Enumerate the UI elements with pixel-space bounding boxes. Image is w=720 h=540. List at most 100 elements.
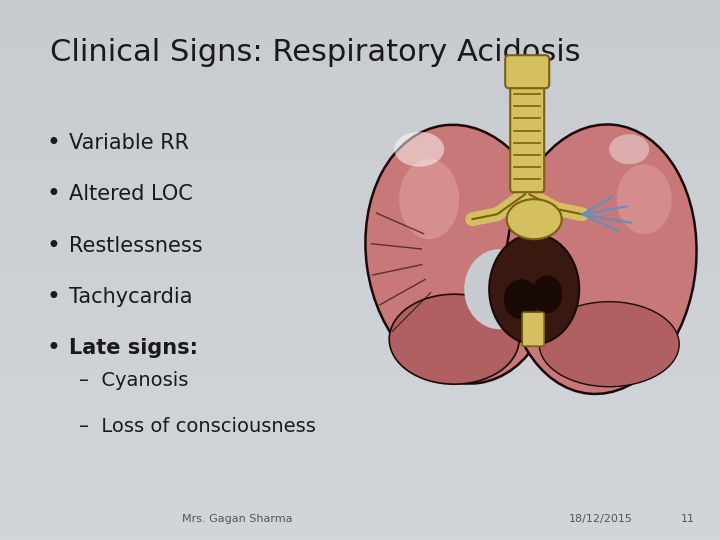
Bar — [0, 69, 720, 70]
Bar — [0, 12, 720, 13]
Bar — [0, 407, 720, 408]
Bar — [0, 17, 720, 18]
Bar — [0, 280, 720, 281]
Bar — [0, 473, 720, 474]
Bar — [0, 72, 720, 73]
Bar — [0, 168, 720, 169]
Bar — [0, 79, 720, 80]
Bar — [0, 147, 720, 148]
Bar — [0, 124, 720, 125]
Bar — [0, 353, 720, 354]
Bar — [0, 398, 720, 399]
Bar — [0, 508, 720, 509]
Bar — [0, 529, 720, 530]
Bar — [0, 48, 720, 49]
Text: Restlessness: Restlessness — [69, 235, 202, 256]
Bar — [0, 497, 720, 498]
Bar — [0, 526, 720, 527]
Bar — [0, 31, 720, 32]
Bar — [0, 167, 720, 168]
Bar — [0, 105, 720, 106]
Bar — [0, 89, 720, 90]
FancyBboxPatch shape — [510, 81, 544, 192]
Bar — [0, 175, 720, 176]
Bar — [0, 470, 720, 471]
Bar — [0, 396, 720, 397]
Bar — [0, 141, 720, 142]
Bar — [0, 121, 720, 122]
Bar — [0, 481, 720, 482]
Bar — [0, 19, 720, 20]
Bar — [0, 284, 720, 285]
Bar — [0, 503, 720, 504]
Bar — [0, 435, 720, 436]
Bar — [0, 219, 720, 220]
Bar — [0, 159, 720, 160]
Bar — [0, 276, 720, 277]
Bar — [0, 468, 720, 469]
Bar — [0, 350, 720, 351]
Bar — [0, 230, 720, 231]
Bar — [0, 172, 720, 173]
Bar — [0, 232, 720, 233]
Bar — [0, 247, 720, 248]
Bar — [0, 201, 720, 202]
Bar — [0, 171, 720, 172]
Bar — [0, 442, 720, 443]
Bar — [0, 429, 720, 430]
Bar — [0, 364, 720, 365]
Bar — [0, 264, 720, 265]
Bar — [0, 493, 720, 494]
Bar — [0, 90, 720, 91]
Bar — [0, 394, 720, 395]
Bar — [0, 456, 720, 457]
Bar — [0, 74, 720, 75]
Bar — [0, 221, 720, 222]
Bar — [0, 243, 720, 244]
Bar — [0, 123, 720, 124]
Bar — [0, 148, 720, 149]
Bar — [0, 248, 720, 249]
Bar — [0, 443, 720, 444]
Bar — [0, 471, 720, 472]
Bar — [0, 26, 720, 27]
Bar — [0, 517, 720, 518]
Bar — [0, 13, 720, 14]
Bar — [0, 387, 720, 388]
Bar — [0, 61, 720, 62]
Bar — [0, 381, 720, 382]
Bar — [0, 255, 720, 256]
Bar — [0, 366, 720, 367]
Bar — [0, 47, 720, 48]
Bar — [0, 509, 720, 510]
Bar — [0, 236, 720, 237]
Bar — [0, 392, 720, 393]
Bar — [0, 160, 720, 161]
Bar — [0, 127, 720, 128]
Ellipse shape — [504, 279, 539, 319]
Bar — [0, 51, 720, 52]
Bar — [0, 109, 720, 110]
Bar — [0, 464, 720, 465]
Bar — [0, 125, 720, 126]
Bar — [0, 97, 720, 98]
Bar — [0, 390, 720, 391]
Bar — [0, 233, 720, 234]
Bar — [0, 359, 720, 360]
Text: Variable RR: Variable RR — [69, 133, 189, 153]
Bar — [0, 300, 720, 301]
Bar — [0, 86, 720, 87]
Bar — [0, 85, 720, 86]
Bar — [0, 472, 720, 473]
Bar — [0, 194, 720, 195]
Bar — [0, 208, 720, 209]
Bar — [0, 519, 720, 520]
Bar — [0, 178, 720, 179]
Bar — [0, 391, 720, 392]
Bar — [0, 249, 720, 250]
Bar — [0, 139, 720, 140]
Bar — [0, 234, 720, 235]
Bar — [0, 100, 720, 101]
Bar — [0, 420, 720, 421]
Bar — [0, 336, 720, 337]
